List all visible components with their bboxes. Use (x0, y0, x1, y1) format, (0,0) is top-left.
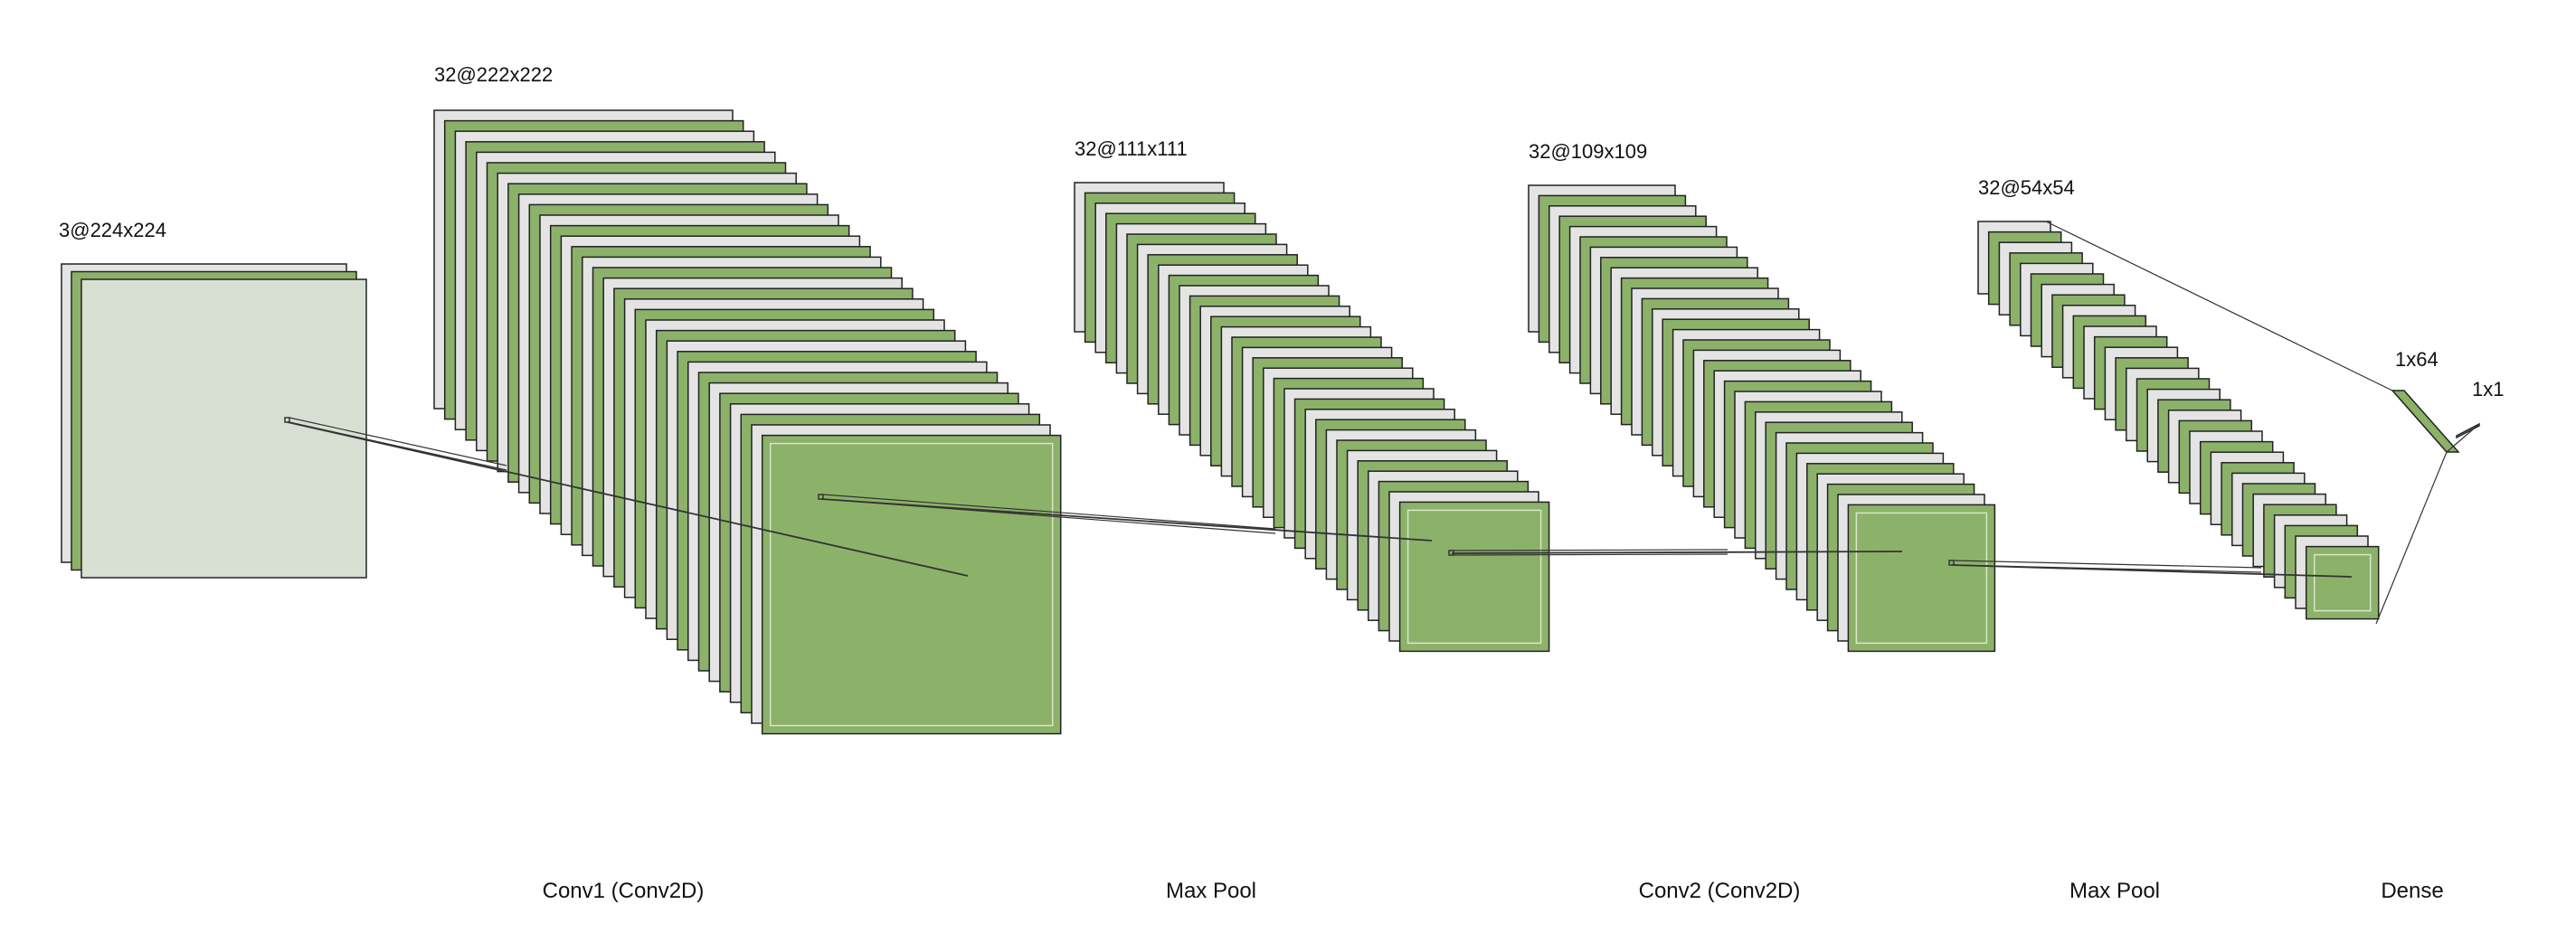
layer-label-maxpool1: Max Pool (1166, 879, 1256, 903)
layer-label-dense: Dense (2381, 879, 2443, 903)
pool1-feature-maps (1074, 182, 1550, 653)
pool2-feature-maps (1977, 221, 2380, 620)
pool1-feature-map (1398, 501, 1550, 653)
layer-label-conv2: Conv2 (Conv2D) (1639, 879, 1801, 903)
input-feature-map (80, 278, 367, 579)
pool2-feature-map (2305, 545, 2380, 620)
input-dim-label: 3@224x224 (59, 219, 166, 241)
conv1-feature-maps (433, 109, 1062, 735)
conv2-feature-maps (1528, 184, 1996, 653)
pool2-feature-map-inner-border (2313, 553, 2372, 612)
pool1-dim-label: 32@111x111 (1075, 137, 1188, 160)
dense2-dim-label: 1x1 (2472, 378, 2504, 400)
conv2-feature-map (1847, 504, 1996, 653)
layer-label-maxpool2: Max Pool (2069, 879, 2160, 903)
input-feature-maps (61, 263, 367, 579)
dense-64-vector (2391, 390, 2460, 453)
connector-lines (284, 221, 2480, 625)
pool2-dim-label: 32@54x54 (1978, 176, 2075, 199)
layer-label-conv1: Conv1 (Conv2D) (543, 879, 705, 903)
conv1-dim-label: 32@222x222 (434, 63, 553, 86)
conv1-feature-map-inner-border (769, 442, 1054, 727)
pool1-feature-map-inner-border (1406, 509, 1542, 645)
dense1-dim-label: 1x64 (2395, 348, 2439, 371)
conv2-feature-map-inner-border (1855, 512, 1988, 645)
conv1-feature-map (761, 434, 1062, 735)
conv2-dim-label: 32@109x109 (1529, 140, 1647, 163)
